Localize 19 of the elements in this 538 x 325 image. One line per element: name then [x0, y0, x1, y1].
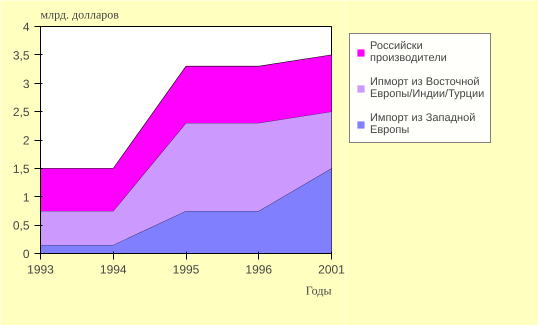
y-tick-label: 4: [22, 20, 30, 34]
y-tick-label: 1: [22, 190, 30, 204]
y-tick-label: 3: [22, 76, 30, 91]
legend-label: Импорт из Западной Европы: [370, 112, 476, 136]
x-tick-label: 1996: [245, 262, 272, 276]
x-tick-label: 1994: [100, 262, 127, 276]
chart-title: млрд. долларов: [40, 8, 120, 22]
y-tick-label: 2: [22, 134, 30, 148]
legend-label: Ипморт из Восточной Европы/Индии/Турции: [370, 76, 484, 100]
y-tick-label: 3,5: [12, 48, 30, 62]
legend-label: Российски производители: [370, 40, 447, 64]
y-tick-label: 2,5: [12, 105, 30, 120]
x-tick-label: 1993: [27, 262, 54, 276]
y-tick-label: 1,5: [12, 162, 30, 176]
x-axis-title: Годы: [306, 284, 332, 298]
y-tick-label: 0: [22, 247, 30, 261]
x-tick-label: 1995: [172, 262, 200, 276]
y-tick-label: 0,5: [12, 218, 30, 233]
x-tick-label: 2001: [318, 262, 346, 276]
